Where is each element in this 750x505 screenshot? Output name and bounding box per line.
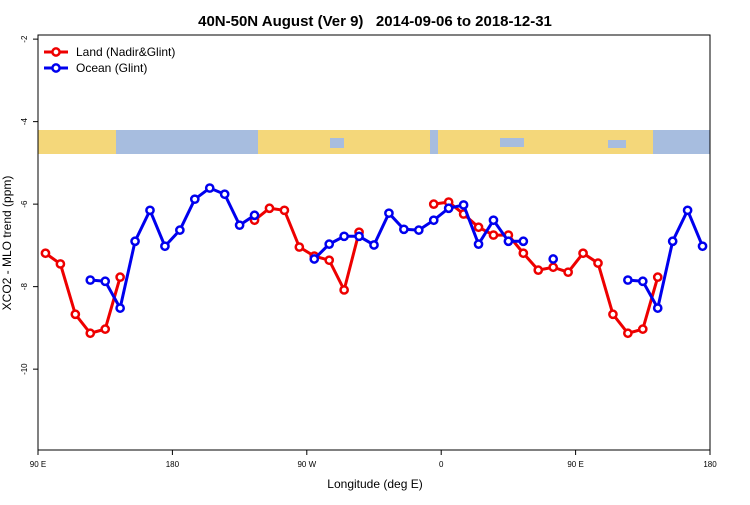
point — [70, 309, 81, 320]
y-tick-label: -10 — [20, 363, 29, 375]
point — [488, 215, 499, 226]
legend-marker — [51, 63, 61, 73]
point — [85, 275, 96, 285]
point — [55, 259, 66, 269]
x-tick-label: 180 — [166, 460, 180, 469]
x-axis-label: Longitude (deg E) — [327, 477, 422, 491]
point — [563, 267, 573, 278]
point — [608, 309, 618, 320]
legend-marker — [51, 47, 61, 57]
point — [339, 285, 349, 295]
point — [682, 205, 693, 216]
y-axis-label: XCO2 - MLO trend (ppm) — [0, 176, 14, 311]
point — [234, 220, 245, 231]
point — [503, 236, 514, 247]
point — [413, 225, 424, 235]
y-tick-label: -8 — [20, 283, 29, 291]
point — [100, 324, 111, 334]
point — [160, 241, 170, 252]
point — [518, 236, 529, 247]
point — [488, 230, 499, 240]
point — [85, 328, 96, 339]
y-tick-label: -2 — [20, 35, 29, 43]
point — [324, 239, 335, 250]
point — [667, 236, 678, 247]
point — [189, 194, 200, 205]
point — [428, 199, 439, 209]
point — [443, 203, 454, 214]
point — [473, 239, 484, 250]
point — [279, 205, 290, 216]
legend-label: Land (Nadir&Glint) — [76, 45, 175, 59]
y-tick-label: -4 — [20, 118, 29, 126]
point — [623, 328, 633, 339]
point — [339, 231, 349, 242]
point — [115, 272, 125, 283]
y-tick-label: -6 — [20, 200, 29, 208]
point — [428, 215, 439, 226]
plot-frame — [37, 34, 711, 451]
point — [294, 242, 305, 252]
legend-label: Ocean (Glint) — [76, 61, 147, 75]
chart-title: 40N-50N August (Ver 9) 2014-09-06 to 201… — [198, 13, 552, 30]
x-tick-label: 180 — [703, 460, 717, 469]
point — [623, 275, 633, 285]
point — [204, 183, 215, 193]
point — [473, 222, 484, 233]
point — [637, 276, 648, 287]
point — [548, 254, 559, 264]
point — [219, 189, 230, 200]
point — [637, 324, 648, 334]
point — [145, 205, 155, 216]
map-strip — [38, 130, 710, 154]
point — [309, 254, 320, 264]
point — [697, 241, 708, 252]
point — [100, 276, 111, 287]
x-tick-label: 90 W — [297, 460, 316, 469]
point — [652, 272, 663, 283]
point — [249, 210, 260, 221]
point — [384, 208, 394, 219]
point — [533, 265, 544, 275]
point — [40, 248, 51, 259]
x-tick-label: 90 E — [30, 460, 46, 469]
point — [354, 231, 364, 242]
x-tick-label: 90 E — [567, 460, 583, 469]
point — [548, 262, 559, 273]
point — [175, 225, 185, 235]
point — [115, 303, 125, 313]
point — [652, 303, 663, 313]
point — [593, 258, 603, 268]
x-tick-label: 0 — [439, 460, 444, 469]
point — [369, 240, 379, 250]
point — [399, 224, 409, 235]
point — [130, 236, 140, 247]
point — [458, 200, 469, 210]
point — [324, 255, 335, 266]
point — [518, 248, 529, 259]
point — [578, 248, 588, 259]
point — [264, 203, 275, 214]
